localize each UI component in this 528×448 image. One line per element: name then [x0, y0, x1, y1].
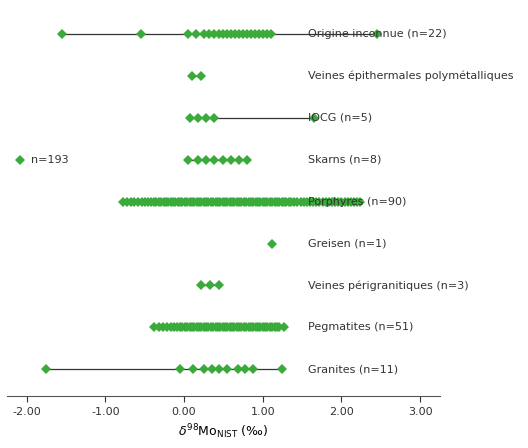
Text: IOCG (n=5): IOCG (n=5) [308, 113, 372, 123]
Text: Skarns (n=8): Skarns (n=8) [308, 155, 382, 165]
Text: Greisen (n=1): Greisen (n=1) [308, 238, 387, 249]
Text: Veines épithermales polymétalliques: Veines épithermales polymétalliques [308, 71, 514, 81]
Text: n=193: n=193 [31, 155, 68, 165]
Text: Origine inconnue (n=22): Origine inconnue (n=22) [308, 29, 447, 39]
Text: Granites (n=11): Granites (n=11) [308, 364, 399, 374]
Text: Pegmatites (n=51): Pegmatites (n=51) [308, 322, 414, 332]
Text: Porphyres (n=90): Porphyres (n=90) [308, 197, 407, 207]
Text: Veines périgranitiques (n=3): Veines périgranitiques (n=3) [308, 280, 469, 291]
X-axis label: $\delta^{98}$Mo$_{\mathregular{NIST}}$ (‰): $\delta^{98}$Mo$_{\mathregular{NIST}}$ (… [178, 422, 269, 441]
